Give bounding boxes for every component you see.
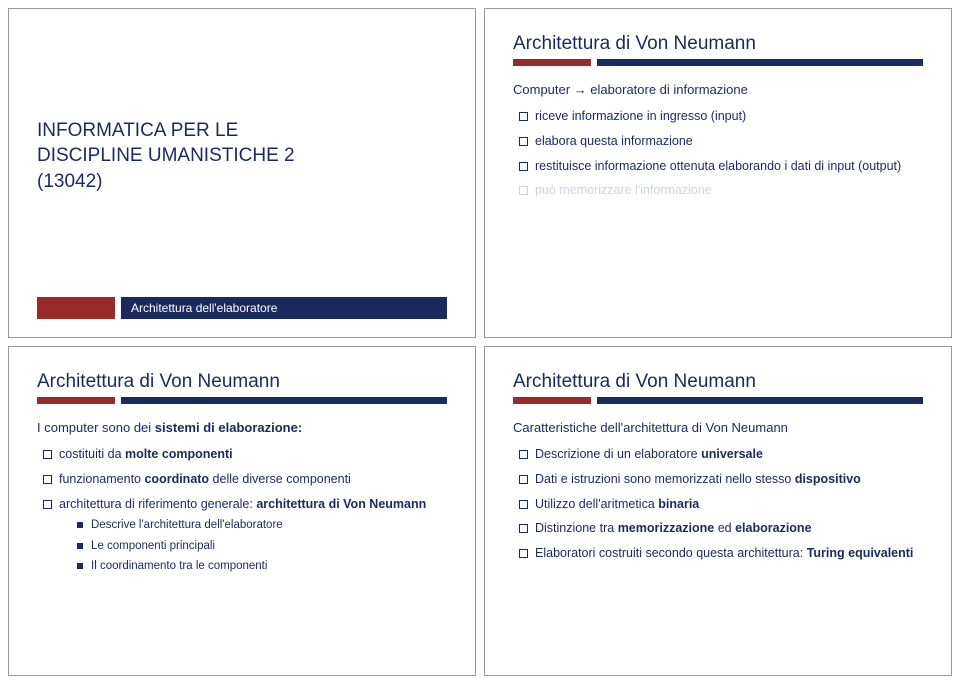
bullet-item: Distinzione tra memorizzazione ed elabor… (519, 519, 923, 538)
lead-pre: I computer sono dei (37, 420, 155, 435)
lead-text: Computer → elaboratore di informazione (513, 82, 923, 97)
bold: architettura di Von Neumann (256, 497, 426, 511)
bullet-item: riceve informazione in ingresso (input) (519, 107, 923, 126)
accent-red (513, 59, 591, 66)
text: Utilizzo dell'aritmetica (535, 497, 658, 511)
text: Elaboratori costruiti secondo questa arc… (535, 546, 807, 560)
sub-bullet-list: Descrive l'architettura dell'elaboratore… (59, 517, 447, 575)
bullet-item: Dati e istruzioni sono memorizzati nello… (519, 470, 923, 489)
bold: elaborazione (735, 521, 811, 535)
slide-title: Architettura di Von Neumann (513, 371, 923, 393)
subtitle-bar: Architettura dell'elaboratore (37, 297, 447, 319)
text: costituiti da (59, 447, 125, 461)
bold: binaria (658, 497, 699, 511)
course-line-3: (13042) (37, 171, 103, 192)
bullet-list: costituiti da molte componenti funzionam… (37, 445, 447, 581)
bullet-item: Descrizione di un elaboratore universale (519, 445, 923, 464)
accent-red (513, 397, 591, 404)
bullet-item: Elaboratori costruiti secondo questa arc… (519, 544, 923, 563)
course-line-2: DISCIPLINE UMANISTICHE 2 (37, 145, 295, 166)
text: Distinzione tra (535, 521, 618, 535)
bullet-item: costituiti da molte componenti (43, 445, 447, 464)
bold: memorizzazione (618, 521, 715, 535)
lead-bold: sistemi di elaborazione: (155, 420, 302, 435)
title-underline (513, 397, 923, 404)
slide-content: I computer sono dei sistemi di elaborazi… (37, 420, 447, 657)
slide-4: Architettura di Von Neumann Caratteristi… (484, 346, 952, 676)
subtitle-text: Architettura dell'elaboratore (121, 297, 447, 319)
bullet-item: restituisce informazione ottenuta elabor… (519, 157, 923, 176)
title-underline (513, 59, 923, 66)
slide-2: Architettura di Von Neumann Computer → e… (484, 8, 952, 338)
accent-navy (121, 397, 447, 404)
bold: coordinato (144, 472, 209, 486)
accent-red (37, 397, 115, 404)
accent-red (37, 297, 115, 319)
course-title: INFORMATICA PER LE DISCIPLINE UMANISTICH… (37, 118, 447, 195)
slide-title: Architettura di Von Neumann (37, 371, 447, 393)
text: delle diverse componenti (209, 472, 351, 486)
text: Dati e istruzioni sono memorizzati nello… (535, 472, 795, 486)
course-title-block: INFORMATICA PER LE DISCIPLINE UMANISTICH… (37, 33, 447, 279)
lead-text: I computer sono dei sistemi di elaborazi… (37, 420, 447, 435)
bullet-item: Utilizzo dell'aritmetica binaria (519, 495, 923, 514)
slide-1: INFORMATICA PER LE DISCIPLINE UMANISTICH… (8, 8, 476, 338)
lead-text: Caratteristiche dell'architettura di Von… (513, 420, 923, 435)
accent-navy (597, 59, 923, 66)
course-line-1: INFORMATICA PER LE (37, 120, 238, 141)
sub-bullet: Descrive l'architettura dell'elaboratore (77, 517, 447, 534)
slide-content: Computer → elaboratore di informazione r… (513, 82, 923, 319)
sub-bullet: Le componenti principali (77, 538, 447, 555)
title-underline (37, 397, 447, 404)
bullet-item: architettura di riferimento generale: ar… (43, 495, 447, 576)
text: ed (714, 521, 735, 535)
bullet-item-faded: può memorizzare l'informazione (519, 181, 923, 200)
text: funzionamento (59, 472, 144, 486)
bold: universale (701, 447, 763, 461)
bullet-item: elabora questa informazione (519, 132, 923, 151)
slide-content: Caratteristiche dell'architettura di Von… (513, 420, 923, 657)
text: Descrizione di un elaboratore (535, 447, 701, 461)
slide-3: Architettura di Von Neumann I computer s… (8, 346, 476, 676)
text: architettura di riferimento generale: (59, 497, 256, 511)
bullet-item: funzionamento coordinato delle diverse c… (43, 470, 447, 489)
bullet-list: Descrizione di un elaboratore universale… (513, 445, 923, 569)
slide-grid: INFORMATICA PER LE DISCIPLINE UMANISTICH… (0, 0, 960, 684)
slide-title: Architettura di Von Neumann (513, 33, 923, 55)
bold: Turing equivalenti (807, 546, 914, 560)
bold: molte componenti (125, 447, 233, 461)
bullet-list: riceve informazione in ingresso (input) … (513, 107, 923, 206)
sub-bullet: Il coordinamento tra le componenti (77, 558, 447, 575)
bold: dispositivo (795, 472, 861, 486)
accent-navy (597, 397, 923, 404)
